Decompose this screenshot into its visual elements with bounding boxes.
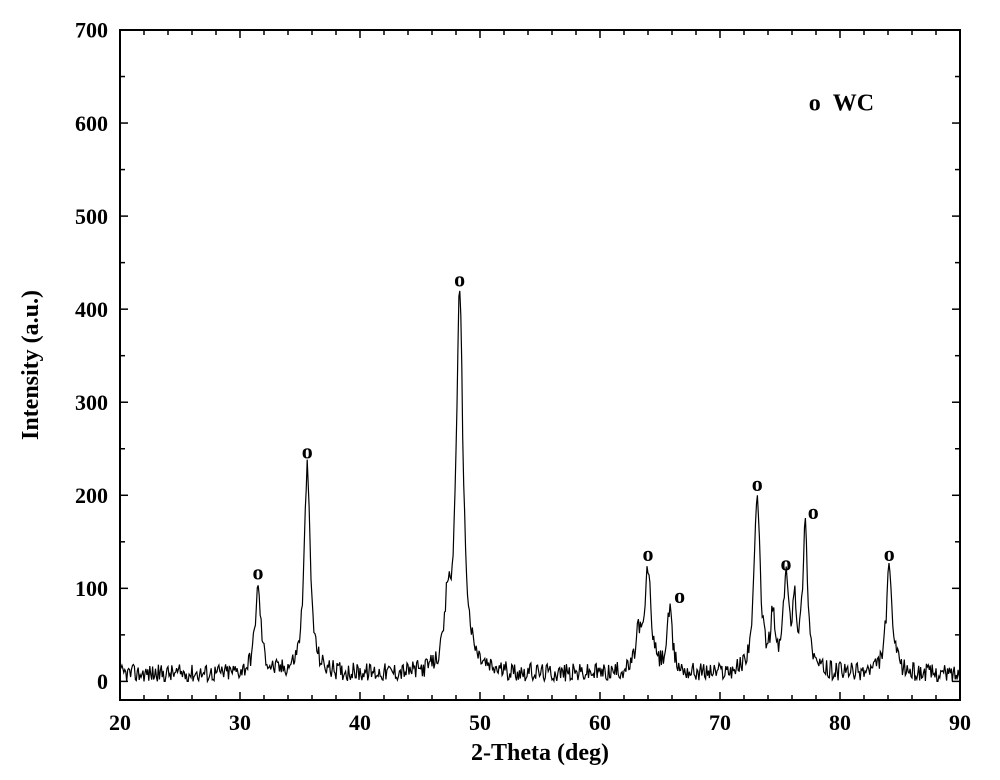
peak-marker: o xyxy=(752,471,763,496)
x-tick-label: 30 xyxy=(229,710,251,735)
xrd-chart: 20 30 40 50 60 70 80 90 0 100 200 300 400 500 600 700 2-… xyxy=(0,0,1000,780)
y-tick-label: 0 xyxy=(97,669,108,694)
peak-marker: o xyxy=(302,439,313,464)
peak-marker: o xyxy=(781,550,792,575)
peak-marker: o xyxy=(674,583,685,608)
peak-marker: o xyxy=(808,499,819,524)
peak-marker: o xyxy=(643,541,654,566)
x-axis-label: 2-Theta (deg) xyxy=(471,740,609,766)
y-tick-label: 600 xyxy=(75,111,108,136)
y-tick-label: 300 xyxy=(75,390,108,415)
x-tick-label: 20 xyxy=(109,710,131,735)
x-tick-label: 90 xyxy=(949,710,971,735)
legend: o WC xyxy=(809,90,874,116)
x-tick-label: 40 xyxy=(349,710,371,735)
x-tick-label: 80 xyxy=(829,710,851,735)
legend-label: WC xyxy=(833,90,874,116)
y-tick-label: 500 xyxy=(75,204,108,229)
y-tick-label: 400 xyxy=(75,297,108,322)
y-axis-label: Intensity (a.u.) xyxy=(18,290,44,440)
y-tick-label: 100 xyxy=(75,576,108,601)
x-tick-label: 50 xyxy=(469,710,491,735)
y-tick-label: 700 xyxy=(75,18,108,43)
peak-marker: o xyxy=(884,541,895,566)
legend-marker: o xyxy=(809,90,821,116)
peak-marker: o xyxy=(253,560,264,585)
x-tick-label: 70 xyxy=(709,710,731,735)
chart-svg: 20 30 40 50 60 70 80 90 0 100 200 300 400 500 600 700 2-… xyxy=(0,0,1000,780)
y-tick-label: 200 xyxy=(75,483,108,508)
peak-marker: o xyxy=(454,267,465,292)
x-tick-label: 60 xyxy=(589,710,611,735)
